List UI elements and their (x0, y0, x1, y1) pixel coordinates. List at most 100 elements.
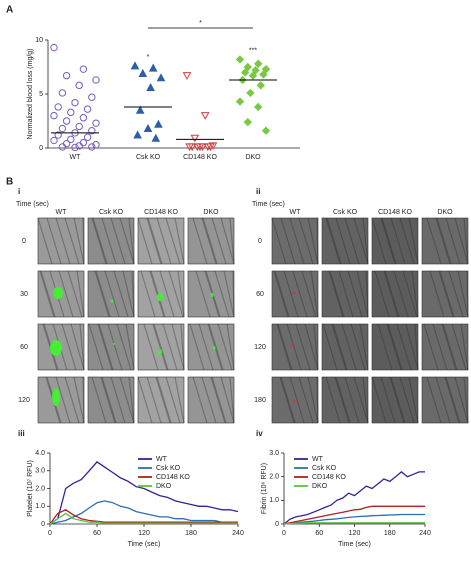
micrograph-texture (98, 323, 114, 371)
micrograph-texture (384, 270, 400, 318)
micrograph-texture (146, 376, 162, 424)
micrograph-texture (223, 270, 235, 318)
micrograph-texture (328, 270, 344, 318)
legend-label: DKO (156, 483, 172, 490)
micrograph-texture (423, 323, 439, 371)
micrograph-texture (271, 217, 287, 265)
data-point (146, 82, 155, 92)
micrograph-texture (432, 323, 448, 371)
micrograph-texture (280, 376, 296, 424)
micrograph-texture (353, 376, 369, 424)
micrograph-texture (119, 376, 135, 424)
micrograph-texture (316, 376, 319, 424)
data-point (71, 143, 79, 152)
micrograph-texture (283, 270, 299, 318)
data-point (151, 133, 161, 142)
micrograph-texture (347, 270, 363, 318)
y-tick-label: 2.0 (269, 474, 279, 481)
data-point (88, 93, 96, 101)
y-tick-label: 3.0 (269, 450, 279, 457)
data-point (154, 119, 163, 128)
micrograph-texture (344, 217, 360, 265)
micrograph-texture (208, 323, 224, 371)
micrograph-texture (79, 323, 85, 371)
series-line (49, 512, 238, 525)
x-tick-label: 240 (419, 530, 431, 537)
series-line (283, 513, 425, 525)
data-point (58, 89, 67, 97)
column-header: WT (290, 209, 302, 216)
micrograph-texture (436, 217, 452, 265)
micrograph-texture (335, 217, 351, 265)
fluorescence (113, 343, 115, 345)
column-header: Csk KO (333, 209, 358, 216)
y-tick-label: 3.0 (35, 468, 45, 475)
significance: * (147, 54, 150, 61)
panel-label: iii (18, 429, 25, 438)
data-point (253, 102, 263, 112)
series-line (283, 471, 425, 525)
data-point (246, 88, 255, 98)
micrograph-texture (211, 376, 227, 424)
micrograph-texture (128, 376, 135, 424)
x-tick-label: 240 (232, 530, 244, 537)
row-label: 60 (256, 291, 264, 298)
micrograph-texture (162, 323, 178, 371)
micrograph-texture (386, 323, 402, 371)
micrograph-texture (67, 270, 83, 318)
micrograph-texture (165, 376, 181, 424)
legend-label: WT (156, 456, 168, 463)
micrograph-texture (445, 376, 461, 424)
micrograph-texture (70, 323, 85, 371)
micrograph (421, 376, 469, 424)
micrograph-texture (159, 270, 175, 318)
column-header: WT (56, 209, 68, 216)
micrograph-texture (55, 376, 71, 424)
micrograph-texture (365, 270, 369, 318)
micrograph-texture (329, 270, 345, 318)
data-point (133, 130, 142, 139)
micrograph-texture (435, 376, 451, 424)
data-point (88, 143, 96, 151)
x-tick-label: 60 (315, 530, 323, 537)
data-point (135, 105, 145, 114)
data-point (83, 105, 92, 113)
micrograph-texture (92, 217, 108, 265)
data-point (79, 114, 88, 122)
significance: * (199, 20, 202, 27)
data-point (54, 131, 62, 139)
y-tick-label: 2.0 (35, 485, 45, 492)
series-line (49, 509, 238, 525)
micrograph-texture (95, 270, 111, 318)
micrograph-texture (426, 376, 442, 424)
micrograph-texture (131, 270, 135, 318)
micrograph-texture (289, 217, 305, 265)
micrograph-texture (399, 217, 415, 265)
fluorescence (292, 291, 296, 295)
micrograph-texture (341, 323, 357, 371)
panel-label: B (6, 177, 13, 188)
micrograph-texture (192, 217, 208, 265)
row-label: 180 (254, 397, 266, 404)
micrograph-texture (58, 270, 74, 318)
fluorescence (210, 293, 214, 297)
micrograph-texture (189, 323, 205, 371)
micrograph-texture (119, 217, 135, 265)
micrograph-texture (73, 217, 85, 265)
legend-label: CD148 KO (312, 474, 346, 481)
micrograph-texture (116, 323, 132, 371)
column-header: DKO (203, 209, 219, 216)
micrograph-texture (399, 376, 415, 424)
data-point (62, 139, 71, 148)
data-point (251, 66, 260, 75)
data-point (253, 59, 263, 68)
series-line (49, 461, 239, 525)
micrograph (187, 376, 235, 424)
micrograph-texture (128, 217, 135, 265)
micrograph-texture (344, 376, 360, 424)
y-tick-label: 1.0 (35, 503, 45, 510)
x-tick-label: DKO (245, 154, 261, 161)
data-point (261, 126, 271, 135)
micrograph-texture (202, 217, 218, 265)
micrograph-texture (390, 376, 406, 424)
